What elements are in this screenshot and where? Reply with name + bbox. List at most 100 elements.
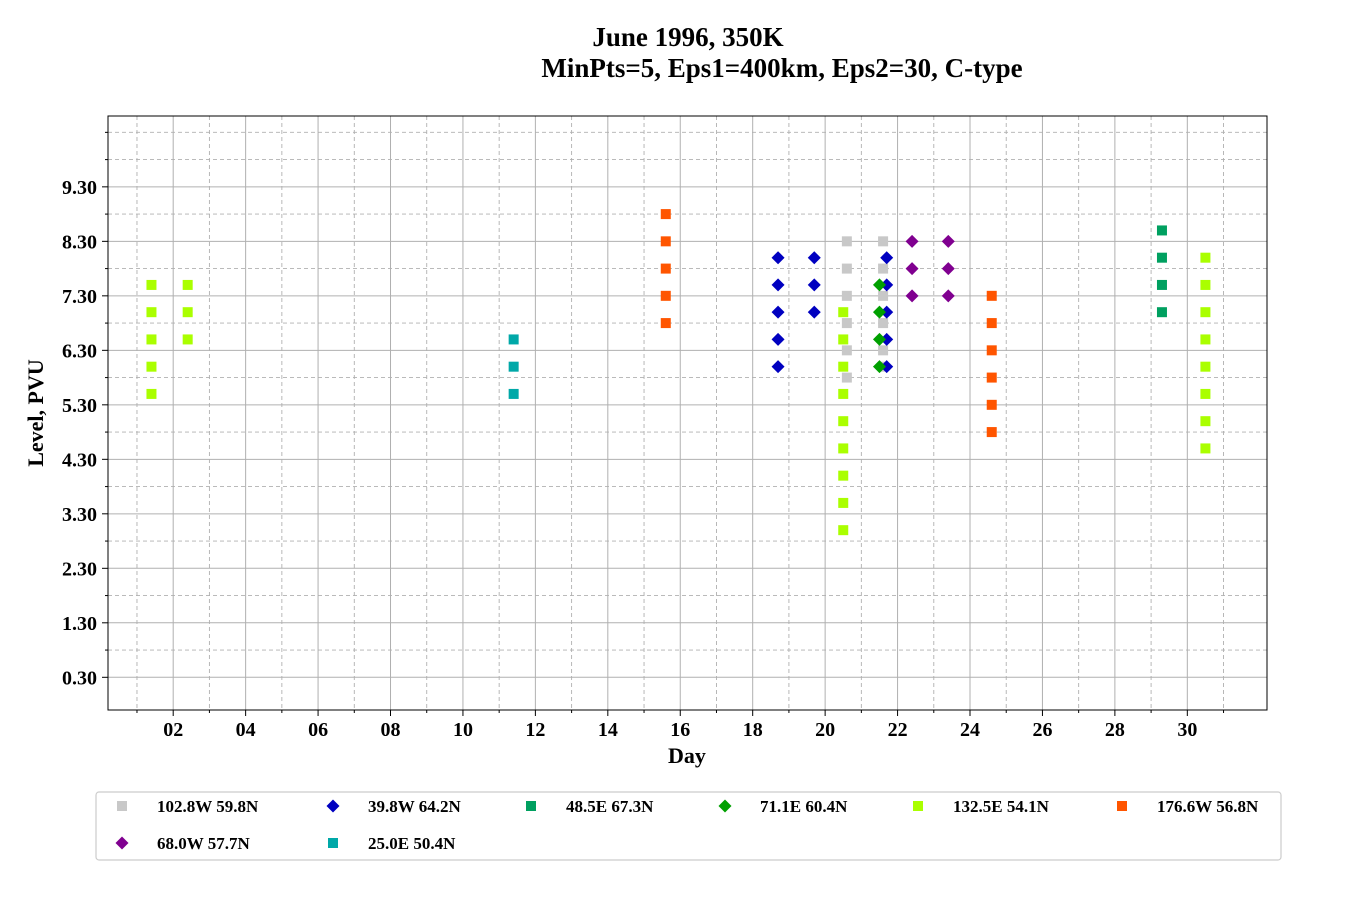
data-point: [880, 251, 894, 265]
data-point: [508, 388, 519, 399]
data-point: [146, 279, 157, 290]
x-tick-label: 08: [381, 719, 401, 741]
x-axis-label: Day: [668, 743, 706, 768]
data-point: [878, 318, 889, 329]
data-point: [986, 345, 997, 356]
data-point: [838, 470, 849, 481]
x-tick-label: 28: [1105, 719, 1125, 741]
data-point: [872, 360, 886, 374]
data-point: [660, 236, 671, 247]
data-point: [986, 318, 997, 329]
x-tick-label: 06: [308, 719, 328, 741]
legend-frame: [95, 791, 1282, 861]
data-point: [182, 334, 193, 345]
data-point: [880, 332, 894, 346]
data-point: [838, 388, 849, 399]
data-point: [508, 361, 519, 372]
y-tick-label: 0.30: [62, 667, 97, 689]
legend-marker: [913, 801, 923, 811]
data-point: [986, 427, 997, 438]
data-point: [182, 279, 193, 290]
data-point: [841, 236, 852, 247]
data-point: [841, 318, 852, 329]
data-point: [771, 278, 785, 292]
data-point: [146, 334, 157, 345]
data-point: [838, 525, 849, 536]
legend-label: 132.5E 54.1N: [953, 797, 1050, 816]
legend-label: 102.8W 59.8N: [157, 797, 259, 816]
legend-marker: [328, 838, 338, 848]
data-point: [880, 305, 894, 319]
series-group: [872, 278, 886, 374]
x-tick-label: 16: [670, 719, 690, 741]
data-point: [905, 289, 919, 303]
legend-label: 48.5E 67.3N: [566, 797, 654, 816]
x-tick-label: 20: [815, 719, 835, 741]
legend-marker: [117, 801, 127, 811]
legend-label: 68.0W 57.7N: [157, 834, 250, 853]
data-point: [905, 262, 919, 276]
data-point: [660, 318, 671, 329]
data-point: [807, 278, 821, 292]
data-point: [878, 263, 889, 274]
data-point: [841, 372, 852, 383]
legend-label: 71.1E 60.4N: [760, 797, 848, 816]
data-point: [1200, 361, 1211, 372]
data-point: [508, 334, 519, 345]
data-point: [1200, 334, 1211, 345]
data-point: [1200, 307, 1211, 318]
data-point: [838, 497, 849, 508]
y-tick-label: 6.30: [62, 340, 97, 362]
y-tick-label: 7.30: [62, 286, 97, 308]
data-point: [146, 361, 157, 372]
data-point: [182, 307, 193, 318]
data-point: [807, 305, 821, 319]
data-point: [660, 209, 671, 220]
plot-frame: [107, 115, 1268, 711]
legend-marker: [326, 799, 340, 813]
data-point: [880, 278, 894, 292]
legend-marker: [1117, 801, 1127, 811]
data-point: [771, 360, 785, 374]
x-tick-label: 12: [525, 719, 545, 741]
legend: 102.8W 59.8N 39.8W 64.2N 48.5E 67.3N 71.1E …: [95, 791, 1282, 861]
legend-label: 39.8W 64.2N: [368, 797, 461, 816]
y-tick-label: 2.30: [62, 558, 97, 580]
x-tick-label: 24: [960, 719, 980, 741]
data-point: [1156, 307, 1167, 318]
data-point: [838, 334, 849, 345]
data-point: [880, 360, 894, 374]
data-point: [838, 307, 849, 318]
data-point: [986, 290, 997, 301]
x-tick-label: 30: [1177, 719, 1197, 741]
data-point: [1156, 279, 1167, 290]
data-point: [660, 290, 671, 301]
series-group: [1156, 225, 1167, 318]
data-point: [941, 289, 955, 303]
data-point: [1156, 252, 1167, 263]
data-point: [905, 234, 919, 248]
data-point: [1200, 416, 1211, 427]
chart-subtitle: MinPts=5, Eps1=400km, Eps2=30, C-type: [541, 53, 1022, 83]
data-point: [878, 236, 889, 247]
data-point: [878, 345, 889, 356]
legend-marker: [718, 799, 732, 813]
data-point: [872, 305, 886, 319]
data-point: [941, 234, 955, 248]
data-point: [941, 262, 955, 276]
y-tick-label: 1.30: [62, 613, 97, 635]
data-point: [838, 443, 849, 454]
y-tick-label: 5.30: [62, 395, 97, 417]
series-group: [905, 234, 955, 303]
data-point: [807, 251, 821, 265]
data-point: [771, 332, 785, 346]
x-tick-label: 18: [743, 719, 763, 741]
data-point: [146, 388, 157, 399]
data-point: [146, 307, 157, 318]
data-point: [1200, 443, 1211, 454]
x-tick-label: 02: [163, 719, 183, 741]
series-group: [771, 251, 894, 374]
plot-area: [108, 116, 1267, 710]
legend-marker: [115, 836, 129, 850]
